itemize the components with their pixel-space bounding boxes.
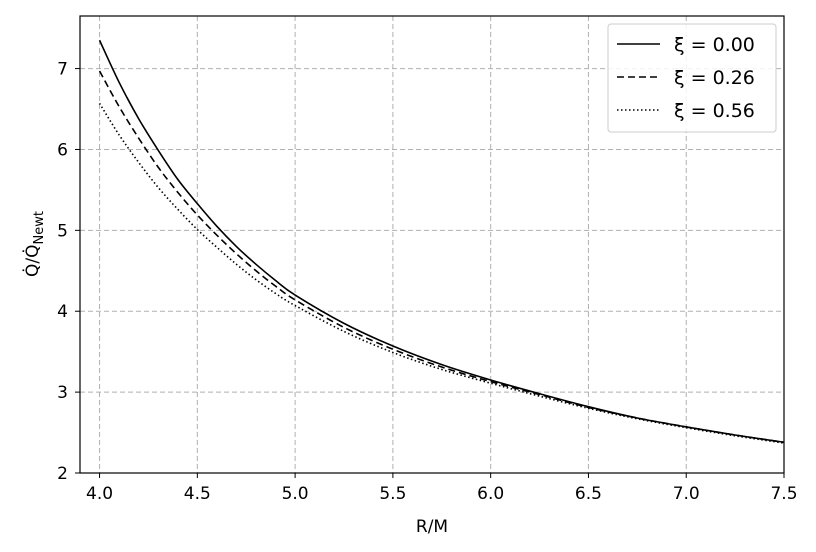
x-axis-label: R/M [416, 517, 448, 537]
y-tick-label: 6 [57, 140, 68, 160]
series-line-2 [98, 102, 785, 444]
legend-label-0: ξ = 0.00 [674, 34, 755, 56]
x-tick-label: 7.5 [770, 484, 797, 504]
y-axis-label-group: Q̇/Q̇Newt [22, 211, 47, 277]
plot-frame [79, 15, 785, 474]
series-lines [98, 39, 785, 444]
y-axis-label-main: Q̇/Q̇ [22, 244, 43, 277]
y-tick-label: 5 [57, 221, 68, 241]
x-tick-label: 5.0 [282, 484, 309, 504]
y-axis-label-subscript: Newt [32, 211, 47, 244]
legend-items: ξ = 0.00 ξ = 0.26 ξ = 0.56 [617, 34, 755, 122]
legend-label-2: ξ = 0.56 [674, 100, 755, 122]
y-tick-label: 7 [57, 60, 68, 80]
x-tick-label: 6.5 [575, 484, 602, 504]
axis-ticks: 4.0 4.5 5.0 5.5 6.0 6.5 7.0 7.5 2 3 4 5 6 7 [57, 60, 797, 504]
y-tick-label: 2 [57, 464, 68, 484]
series-line-1 [98, 70, 785, 444]
x-tick-label: 6.0 [477, 484, 504, 504]
x-tick-label: 7.0 [673, 484, 700, 504]
y-axis-label: Q̇/Q̇Newt [22, 211, 47, 277]
x-tick-label: 4.5 [184, 484, 211, 504]
x-tick-label: 4.0 [86, 484, 113, 504]
x-tick-label: 5.5 [379, 484, 406, 504]
legend-label-1: ξ = 0.26 [674, 67, 755, 89]
legend-box [607, 23, 777, 133]
y-tick-label: 3 [57, 383, 68, 403]
y-tick-label: 4 [57, 302, 68, 322]
legend: ξ = 0.00 ξ = 0.26 ξ = 0.56 [607, 23, 777, 133]
